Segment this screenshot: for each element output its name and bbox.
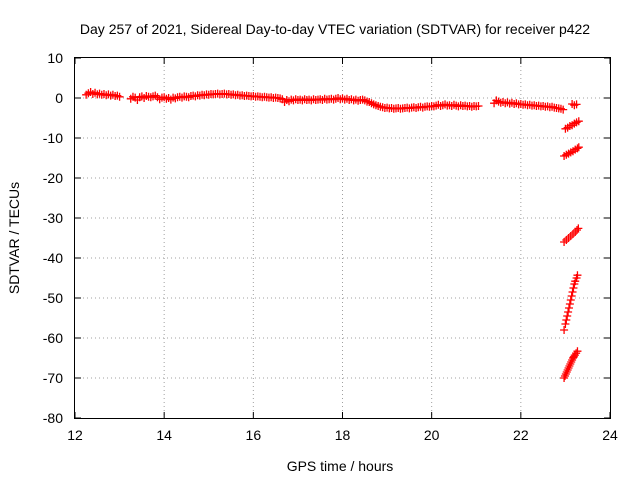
x-tick-label: 14 (156, 427, 172, 443)
data-point (566, 296, 575, 304)
y-tick-labels: 10 0 -10 -20 -30 -40 -50 -60 -70 -80 (43, 50, 63, 426)
data-point (565, 300, 574, 308)
data-point (115, 92, 124, 101)
data-point (474, 102, 483, 110)
data-point (573, 226, 582, 234)
data-point (561, 320, 570, 328)
data-point (572, 100, 581, 109)
y-tick-label: 10 (47, 50, 63, 66)
data-point (560, 326, 569, 334)
y-tick-label: -70 (43, 370, 63, 386)
y-tick-label: -40 (43, 250, 63, 266)
y-tick-label: -50 (43, 290, 63, 306)
y-tick-label: -60 (43, 330, 63, 346)
data-point (565, 362, 574, 370)
data-point (573, 271, 582, 280)
y-axis-label: SDTVAR / TECUs (6, 182, 22, 294)
data-point (573, 347, 582, 356)
x-tick-label: 16 (246, 427, 262, 443)
axis-ticks (74, 57, 611, 419)
data-point (563, 312, 572, 320)
data-point (573, 144, 582, 153)
data-points (82, 88, 583, 382)
data-point (559, 105, 568, 114)
data-point (572, 349, 581, 358)
y-tick-label: 0 (55, 90, 63, 106)
data-point (569, 284, 578, 292)
y-tick-label: -20 (43, 170, 63, 186)
data-point (564, 364, 573, 372)
plot-frame (74, 57, 611, 419)
data-point (568, 288, 577, 296)
x-tick-label: 22 (513, 427, 529, 443)
chart-title: Day 257 of 2021, Sidereal Day-to-day VTE… (80, 21, 590, 37)
data-point (564, 308, 573, 316)
x-tick-label: 24 (602, 427, 618, 443)
gridlines (75, 58, 610, 418)
data-point (574, 143, 583, 152)
y-tick-label: -30 (43, 210, 63, 226)
x-tick-label: 18 (335, 427, 351, 443)
data-point (567, 358, 576, 366)
data-point (574, 117, 583, 126)
x-axis-label: GPS time / hours (287, 458, 394, 474)
y-tick-label: -10 (43, 130, 63, 146)
x-tick-labels: 12 14 16 18 20 22 24 (67, 427, 618, 443)
data-point (563, 366, 572, 374)
data-point (562, 368, 571, 376)
x-tick-label: 20 (424, 427, 440, 443)
data-point (560, 374, 569, 382)
data-point (561, 370, 570, 378)
y-tick-label: -80 (43, 410, 63, 426)
data-point (566, 360, 575, 368)
data-point (567, 292, 576, 300)
data-point (560, 372, 569, 380)
data-point (562, 316, 571, 324)
data-point (574, 224, 583, 233)
data-point (564, 304, 573, 312)
x-tick-label: 12 (67, 427, 83, 443)
